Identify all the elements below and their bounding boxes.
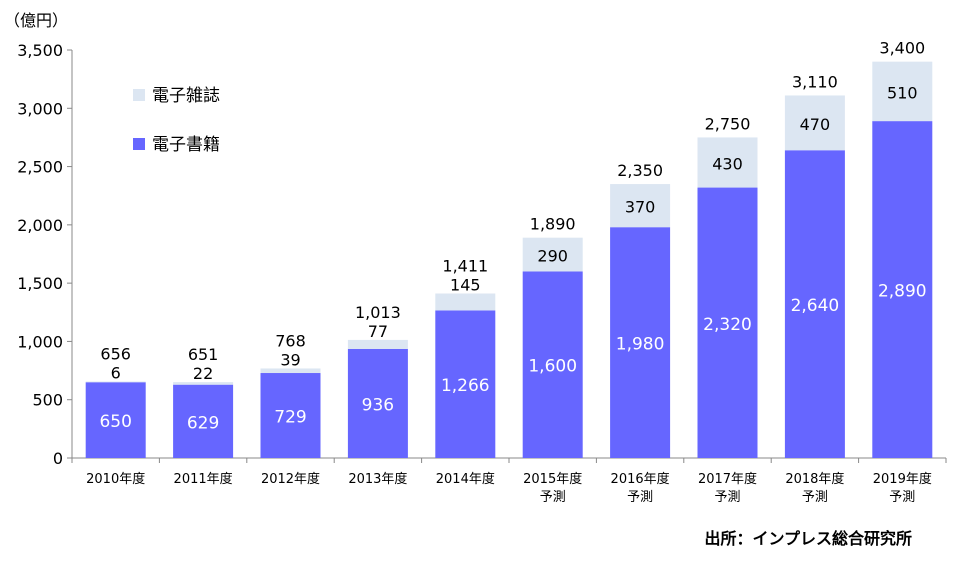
data-label-ebook: 629 bbox=[187, 413, 219, 433]
x-tick-label: 2013年度 bbox=[348, 471, 407, 487]
legend-swatch-ebook bbox=[133, 138, 145, 150]
bar-segment-ebook bbox=[784, 150, 845, 458]
bar-segment-ebook bbox=[872, 121, 933, 458]
y-tick-label: 2,000 bbox=[17, 216, 63, 235]
x-tick-label: 2019年度 bbox=[873, 471, 932, 487]
y-tick-label: 3,500 bbox=[17, 41, 63, 60]
bar-segment-ebook bbox=[435, 310, 496, 458]
x-tick-label: 予測 bbox=[714, 490, 740, 505]
legend-label-ebook: 電子書籍 bbox=[152, 135, 220, 155]
data-label-emagazine: 145 bbox=[450, 276, 481, 295]
data-label-emagazine: 39 bbox=[280, 350, 300, 369]
y-tick-label: 500 bbox=[32, 391, 63, 410]
data-label-ebook: 1,600 bbox=[528, 357, 577, 377]
data-label-total: 3,400 bbox=[879, 39, 925, 58]
data-label-total: 768 bbox=[275, 331, 306, 350]
bar-segment-emagazine bbox=[85, 381, 146, 383]
data-label-total: 1,013 bbox=[355, 303, 401, 322]
y-tick-label: 1,500 bbox=[17, 274, 63, 293]
bar-segment-ebook bbox=[610, 227, 671, 458]
bar-segment-emagazine bbox=[784, 95, 845, 151]
x-tick-label: 2011年度 bbox=[174, 471, 233, 487]
data-label-ebook: 729 bbox=[274, 408, 306, 428]
bar-segment-ebook bbox=[85, 382, 146, 458]
data-label-emagazine: 6 bbox=[111, 364, 121, 383]
data-label-ebook: 1,980 bbox=[616, 335, 665, 355]
data-label-total: 1,411 bbox=[442, 257, 488, 276]
legend-label-emagazine: 電子雑誌 bbox=[152, 86, 220, 106]
data-label-ebook: 2,640 bbox=[791, 296, 840, 316]
bar-segment-emagazine bbox=[872, 61, 933, 122]
data-label-emagazine: 290 bbox=[537, 247, 568, 266]
bar-segment-ebook bbox=[173, 384, 234, 458]
bar-segment-emagazine bbox=[173, 382, 234, 385]
data-label-ebook: 2,890 bbox=[878, 282, 927, 302]
data-label-total: 2,750 bbox=[705, 114, 751, 133]
data-label-ebook: 650 bbox=[99, 412, 131, 432]
y-tick-label: 0 bbox=[53, 449, 63, 468]
x-tick-label: 2018年度 bbox=[785, 471, 844, 487]
data-label-emagazine: 470 bbox=[800, 115, 831, 134]
x-tick-label: 2015年度 bbox=[523, 471, 582, 487]
x-tick-label: 2017年度 bbox=[698, 471, 757, 487]
data-label-ebook: 936 bbox=[362, 395, 394, 415]
x-tick-label: 2016年度 bbox=[611, 471, 670, 487]
y-tick-label: 1,000 bbox=[17, 332, 63, 351]
data-label-emagazine: 22 bbox=[193, 364, 213, 383]
data-label-total: 1,890 bbox=[530, 215, 576, 234]
data-label-emagazine: 77 bbox=[368, 322, 388, 341]
data-label-emagazine: 510 bbox=[887, 83, 918, 102]
data-label-total: 2,350 bbox=[617, 161, 663, 180]
legend-swatch-emagazine bbox=[133, 89, 145, 101]
data-label-total: 3,110 bbox=[792, 72, 838, 91]
data-label-ebook: 1,266 bbox=[441, 376, 490, 396]
y-unit-label: （億円） bbox=[4, 11, 68, 30]
x-tick-label: 予測 bbox=[889, 490, 915, 505]
y-tick-label: 2,500 bbox=[17, 158, 63, 177]
source-note: 出所：インプレス総合研究所 bbox=[704, 529, 912, 548]
bar-segment-ebook bbox=[260, 373, 321, 458]
data-label-total: 656 bbox=[100, 345, 131, 364]
x-tick-label: 2010年度 bbox=[86, 471, 145, 487]
x-tick-label: 予測 bbox=[802, 490, 828, 505]
bar-segment-emagazine bbox=[260, 368, 321, 374]
x-tick-label: 2014年度 bbox=[436, 471, 495, 487]
y-tick-label: 3,000 bbox=[17, 99, 63, 118]
data-label-ebook: 2,320 bbox=[703, 315, 752, 335]
x-tick-label: 予測 bbox=[540, 490, 566, 505]
x-tick-label: 2012年度 bbox=[261, 471, 320, 487]
bar-segment-ebook bbox=[347, 348, 408, 458]
bar-segment-emagazine bbox=[610, 184, 671, 228]
bar-segment-emagazine bbox=[435, 293, 496, 311]
bar-segment-emagazine bbox=[522, 237, 583, 272]
x-tick-label: 予測 bbox=[627, 490, 653, 505]
bar-segment-ebook bbox=[522, 271, 583, 458]
bar-segment-emagazine bbox=[697, 137, 758, 188]
bar-segment-emagazine bbox=[347, 339, 408, 349]
data-label-emagazine: 370 bbox=[625, 198, 656, 217]
data-label-emagazine: 430 bbox=[712, 154, 743, 173]
data-label-total: 651 bbox=[188, 345, 219, 364]
bar-segment-ebook bbox=[697, 187, 758, 458]
